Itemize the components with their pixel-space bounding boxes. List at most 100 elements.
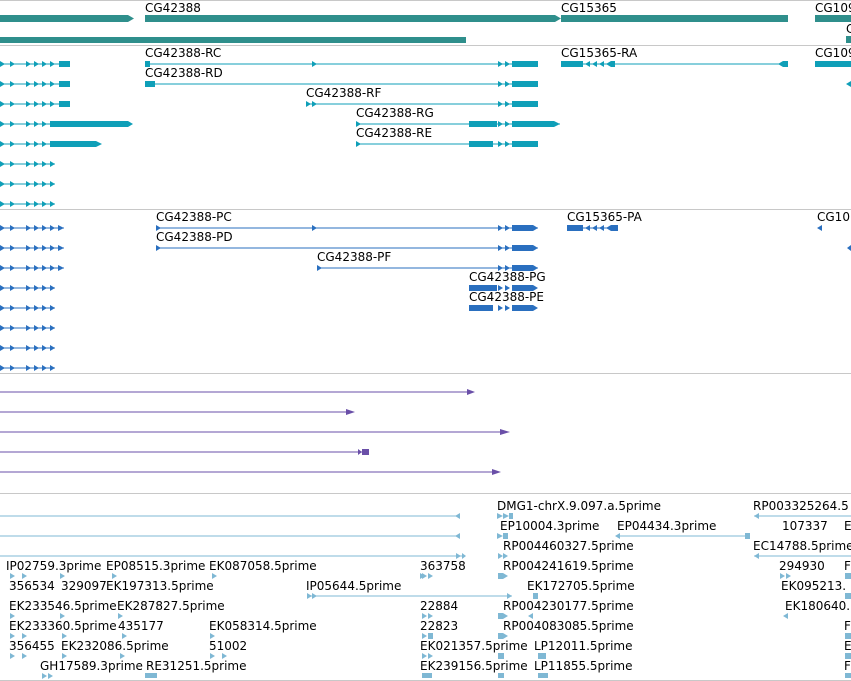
transcript-label: CG42388-RE: [356, 126, 432, 140]
protein-cg42388-pd[interactable]: [156, 245, 538, 251]
protein-label: CG10: [817, 210, 850, 224]
protein-label: CG42388-PC: [156, 210, 232, 224]
est-label: RP004083085.5prime: [503, 619, 634, 633]
transcript-feature[interactable]: [0, 101, 70, 107]
est-label: EK058314.5prime: [209, 619, 317, 633]
transcript-feature[interactable]: [0, 121, 133, 127]
est-label: RP003325264.5: [753, 499, 849, 513]
protein-cg15365-pa[interactable]: [567, 225, 618, 231]
protein-cg42388-pf[interactable]: [317, 265, 538, 271]
est-label: EK287827.5prime: [117, 599, 225, 613]
est-label: E: [844, 519, 851, 533]
gene-label: CG109: [815, 1, 851, 15]
est-feature[interactable]: [615, 533, 750, 539]
protein-label: CG42388-PG: [469, 270, 546, 284]
transcript-cg42388-rf[interactable]: [306, 101, 538, 107]
transcript-cg15365-ra[interactable]: [561, 61, 788, 67]
transcript-feature[interactable]: [0, 201, 55, 207]
est-feature[interactable]: [0, 513, 460, 519]
protein-cg10[interactable]: [817, 225, 851, 251]
transcript-feature[interactable]: [0, 141, 102, 147]
transcript-cg42388-re[interactable]: [356, 141, 538, 147]
est-label: EC14788.5prime: [753, 539, 851, 553]
est-label: 107337: [782, 519, 828, 533]
cdna-feature[interactable]: [0, 389, 475, 395]
est-labels: DMG1-chrX.9.097.a.5prime RP003325264.5 E…: [6, 499, 851, 673]
gene-feature-cg42388[interactable]: [145, 15, 561, 22]
est-label: EK095213.: [781, 579, 846, 593]
est-label: EK021357.5prime: [420, 639, 528, 653]
gene-label: CG42388: [145, 1, 201, 15]
est-label: EK180640.: [785, 599, 850, 613]
gene-feature-cg109[interactable]: [815, 15, 851, 22]
protein-label: CG15365-PA: [567, 210, 643, 224]
protein-label: CG42388-PE: [469, 290, 544, 304]
protein-feature[interactable]: [0, 325, 55, 331]
cdna-feature[interactable]: [0, 449, 369, 455]
est-label: RP004241619.5prime: [503, 559, 634, 573]
protein-feature[interactable]: [0, 305, 55, 311]
est-label: LP11855.5prime: [534, 659, 633, 673]
est-marker-group[interactable]: [10, 513, 851, 679]
transcript-feature[interactable]: [0, 81, 70, 87]
cdna-feature[interactable]: [0, 469, 501, 475]
est-label: EK172705.5prime: [527, 579, 635, 593]
transcript-cg109[interactable]: [815, 61, 851, 87]
est-feature[interactable]: [754, 513, 851, 519]
gene-label: C: [846, 22, 851, 36]
est-label: 22884: [420, 599, 458, 613]
transcript-feature[interactable]: [0, 61, 70, 67]
est-label: 329097: [61, 579, 107, 593]
transcript-cg42388-rc[interactable]: [145, 61, 538, 67]
gene-feature[interactable]: [846, 36, 851, 43]
est-label: EK233360.5prime: [9, 619, 117, 633]
transcript-label: CG109: [815, 46, 851, 60]
gene-feature[interactable]: [0, 15, 134, 22]
protein-cg42388-pe[interactable]: [469, 305, 538, 311]
transcript-label: CG42388-RG: [356, 106, 434, 120]
transcript-label: CG42388-RF: [306, 86, 382, 100]
est-label: EP04434.3prime: [617, 519, 716, 533]
cdna-feature[interactable]: [0, 429, 510, 435]
gene-label: CG15365: [561, 1, 617, 15]
est-label: RP004230177.5prime: [503, 599, 634, 613]
est-feature[interactable]: [307, 593, 512, 599]
est-label: EP08515.3prime: [106, 559, 205, 573]
protein-label: CG42388-PD: [156, 230, 233, 244]
est-label: 356534: [9, 579, 55, 593]
est-label: 51002: [209, 639, 247, 653]
gene-feature-cg15365[interactable]: [561, 15, 788, 22]
est-label: 22823: [420, 619, 458, 633]
protein-cg42388-pc[interactable]: [156, 225, 538, 231]
protein-feature[interactable]: [0, 225, 64, 231]
est-track: DMG1-chrX.9.097.a.5prime RP003325264.5 E…: [0, 499, 851, 679]
est-label: F: [844, 659, 851, 673]
est-feature[interactable]: [754, 553, 851, 559]
est-label: EK197313.5prime: [106, 579, 214, 593]
protein-feature[interactable]: [0, 285, 55, 291]
est-label: EP10004.3prime: [500, 519, 599, 533]
est-label: GH17589.3prime: [40, 659, 143, 673]
est-label: EK232086.5prime: [61, 639, 169, 653]
transcript-label: CG42388-RD: [145, 66, 223, 80]
transcript-feature[interactable]: [0, 161, 55, 167]
est-label: 435177: [118, 619, 164, 633]
gene-feature[interactable]: [0, 37, 466, 43]
transcript-cg42388-rg[interactable]: [356, 121, 560, 127]
transcript-label: CG15365-RA: [561, 46, 638, 60]
cdna-feature[interactable]: [0, 409, 355, 415]
protein-feature[interactable]: [0, 365, 55, 371]
protein-feature[interactable]: [0, 265, 64, 271]
est-label: RE31251.5prime: [146, 659, 247, 673]
transcript-cg42388-rd[interactable]: [145, 81, 538, 87]
protein-cg42388-pg[interactable]: [469, 285, 538, 291]
protein-track: CG42388-PC CG15365-PA CG10 CG42388-PD CG…: [0, 210, 851, 371]
gene-track: CG42388 CG15365 CG109 C: [0, 1, 851, 43]
transcript-feature[interactable]: [0, 181, 55, 187]
protein-feature[interactable]: [0, 245, 64, 251]
est-feature[interactable]: [0, 533, 460, 539]
est-feature[interactable]: [0, 553, 466, 559]
protein-feature[interactable]: [0, 345, 55, 351]
est-label: EK233546.5prime: [9, 599, 117, 613]
